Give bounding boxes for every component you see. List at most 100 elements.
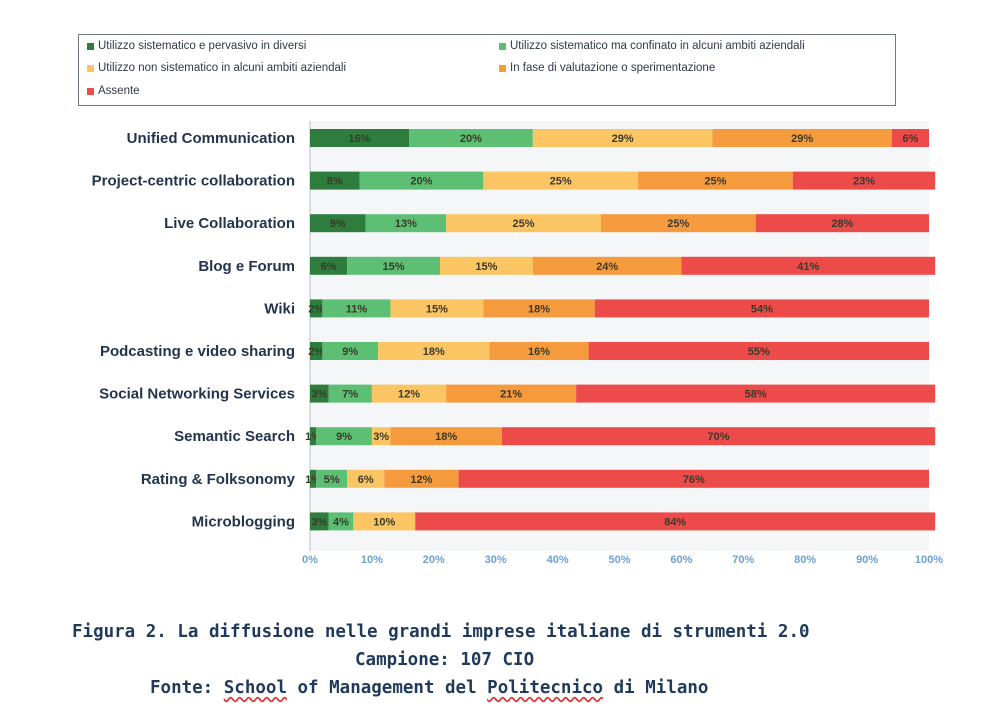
data-label: 3%: [373, 431, 389, 443]
bar-segment: [532, 129, 713, 147]
data-label: 9%: [330, 218, 346, 230]
x-tick-label: 40%: [547, 554, 569, 566]
bar-segment: [359, 171, 484, 190]
bar-segment: [353, 512, 416, 531]
bar-segment: [310, 512, 329, 531]
data-label: 25%: [667, 218, 689, 230]
data-label: 55%: [748, 346, 770, 358]
bar-segment: [378, 342, 490, 360]
bar-segment: [371, 427, 391, 446]
bar-segment: [365, 214, 447, 233]
source-politecnico: Politecnico: [487, 678, 604, 698]
x-tick-label: 0%: [302, 554, 318, 566]
legend-label: Assente: [98, 85, 140, 97]
data-label: 84%: [664, 516, 686, 528]
data-label: 21%: [500, 389, 522, 401]
data-label: 10%: [373, 516, 395, 528]
data-label: 3%: [311, 389, 327, 401]
bar-segment: [347, 469, 385, 488]
bar-segment: [310, 384, 329, 403]
data-label: 9%: [342, 346, 358, 358]
category-label: Blog e Forum: [198, 258, 295, 275]
x-tick-label: 50%: [608, 554, 630, 566]
bar-segment: [415, 512, 936, 531]
data-label: 25%: [550, 176, 572, 188]
legend-swatch: [87, 64, 94, 72]
bar-segment: [316, 469, 348, 488]
bar-segment: [310, 427, 317, 446]
bar-segment: [446, 214, 601, 233]
data-label: 25%: [513, 218, 535, 230]
data-label: 13%: [395, 218, 417, 230]
legend-entry: Utilizzo non sistematico in alcuni ambit…: [87, 62, 346, 74]
data-label: 29%: [791, 133, 813, 145]
data-label: 3%: [311, 516, 327, 528]
data-label: 18%: [435, 431, 457, 443]
data-label: 76%: [683, 474, 705, 486]
bar-segment: [384, 469, 459, 488]
legend-label: Utilizzo non sistematico in alcuni ambit…: [98, 62, 347, 74]
data-label: 8%: [327, 176, 343, 188]
bar-segment: [576, 384, 936, 403]
legend-swatch: [87, 87, 94, 95]
category-label: Unified Communication: [127, 130, 295, 147]
bar-segment: [310, 214, 366, 233]
data-label: 15%: [426, 303, 448, 315]
data-label: 2%: [308, 346, 324, 358]
category-label: Social Networking Services: [99, 386, 295, 403]
x-tick-label: 100%: [915, 554, 943, 566]
x-tick-label: 20%: [423, 554, 445, 566]
sample-caption: Campione: 107 CIO: [355, 650, 535, 670]
data-label: 4%: [333, 516, 349, 528]
category-label: Live Collaboration: [164, 215, 295, 232]
category-label: Rating & Folksonomy: [141, 471, 296, 488]
data-label: 18%: [528, 303, 550, 315]
legend-label: Utilizzo sistematico ma confinato in alc…: [510, 40, 805, 52]
x-tick-label: 30%: [485, 554, 507, 566]
bar-segment: [891, 129, 929, 147]
bar-segment: [600, 214, 756, 233]
x-tick-label: 80%: [794, 554, 816, 566]
data-label: 16%: [349, 133, 371, 145]
data-label: 25%: [704, 176, 726, 188]
bar-segment: [322, 299, 391, 318]
bar-segment: [439, 256, 533, 275]
bar-segment: [409, 129, 533, 147]
data-label: 12%: [398, 389, 420, 401]
data-label: 7%: [342, 389, 358, 401]
bar-segment: [483, 171, 639, 190]
category-label: Podcasting e video sharing: [100, 343, 295, 360]
category-label: Microblogging: [192, 513, 295, 530]
bar-segment: [755, 214, 929, 233]
x-tick-label: 60%: [670, 554, 692, 566]
legend-swatch: [499, 64, 506, 72]
x-tick-label: 10%: [361, 554, 383, 566]
source-school: School: [223, 678, 287, 698]
bar-segment: [310, 469, 317, 488]
bar-segment: [489, 342, 589, 360]
data-label: 70%: [708, 431, 730, 443]
legend-entry: Utilizzo sistematico e pervasivo in dive…: [87, 40, 306, 52]
bar-segment: [328, 512, 354, 531]
legend-entry: In fase di valutazione o sperimentazione: [499, 62, 715, 74]
legend-label: In fase di valutazione o sperimentazione: [510, 62, 716, 74]
bar-segment: [594, 299, 929, 318]
legend-swatch: [87, 42, 94, 50]
legend-label: Utilizzo sistematico e pervasivo in dive…: [98, 40, 307, 52]
stacked-bar-chart: Unified Communication 16% 20% 29% 29% 6% Proje…: [92, 121, 943, 566]
data-label: 11%: [346, 303, 368, 315]
data-label: 20%: [460, 133, 482, 145]
bar-segment: [310, 256, 348, 275]
data-label: 9%: [336, 431, 352, 443]
bar-segment: [483, 299, 595, 318]
bar-segment: [588, 342, 929, 360]
bar-segment: [390, 427, 502, 446]
bar-segment: [371, 384, 447, 403]
bar-segment: [792, 171, 936, 190]
bar-segment: [458, 469, 929, 488]
category-label: Semantic Search: [174, 428, 295, 445]
x-tick-label: 90%: [856, 554, 878, 566]
legend-swatch: [499, 42, 506, 50]
bar-segment: [310, 299, 323, 318]
data-label: 5%: [324, 474, 340, 486]
